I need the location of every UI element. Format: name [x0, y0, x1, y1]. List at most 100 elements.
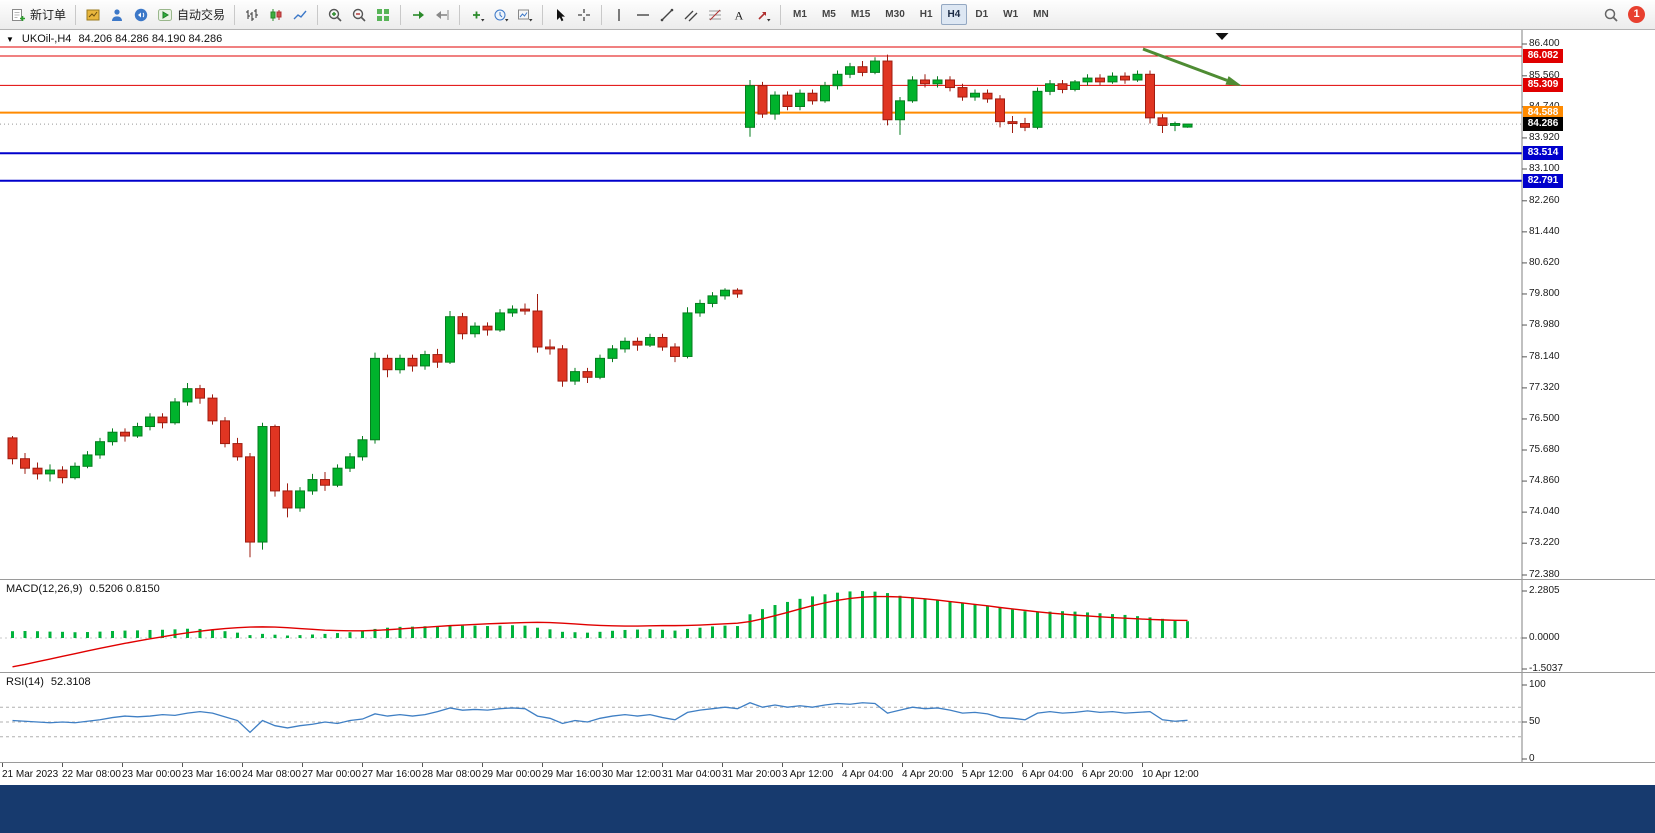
new-order-button[interactable]: 新订单 [6, 3, 70, 27]
autotrade-button[interactable]: 自动交易 [153, 3, 229, 27]
price-tick: 82.260 [1529, 194, 1560, 206]
time-tick-mark [602, 763, 603, 767]
trend-arrow-annotation[interactable] [1142, 47, 1242, 86]
time-axis[interactable]: 21 Mar 2023 22 Mar 08:00 23 Mar 00:00 23 Ma… [0, 762, 1655, 785]
rsi-label: RSI(14) [6, 676, 44, 688]
bar-chart-button[interactable] [240, 3, 264, 27]
time-tick-mark [2, 763, 3, 767]
macd-scale-tick: -1.5037 [1529, 662, 1563, 674]
time-label: 6 Apr 04:00 [1022, 769, 1074, 780]
chart-marker-triangle[interactable] [1215, 33, 1229, 40]
scroll-right-icon [410, 7, 426, 23]
price-badge-83.514: 83.514 [1523, 146, 1563, 161]
rsi-value: 52.3108 [50, 676, 91, 688]
timeframe-button-M5[interactable]: M5 [821, 9, 836, 20]
arrows-button[interactable] [751, 3, 775, 27]
market-watch-button[interactable] [105, 3, 129, 27]
new-chart-button[interactable] [465, 3, 489, 27]
price-tick: 78.140 [1529, 350, 1560, 362]
timeframe-button-H4[interactable]: H4 [940, 4, 968, 25]
bars-icon [244, 7, 260, 23]
autotrade-button-label: 自动交易 [177, 8, 226, 22]
rsi-panel: RSI(14) 52.3108 100 50 0 [0, 672, 1655, 764]
time-label: 23 Mar 00:00 [122, 769, 181, 780]
time-tick-mark [362, 763, 363, 767]
toolbar-right: 1 [1603, 6, 1649, 23]
time-tick-mark [962, 763, 963, 767]
bottom-bar [0, 785, 1655, 833]
candlestick-series [7, 54, 1193, 558]
crosshair-button[interactable] [572, 3, 596, 27]
search-icon[interactable] [1603, 7, 1619, 23]
line-chart-button[interactable] [288, 3, 312, 27]
period-button[interactable] [489, 3, 513, 27]
time-label: 4 Apr 20:00 [902, 769, 954, 780]
macd-label: MACD(12,26,9) [6, 583, 83, 595]
price-tick: 76.500 [1529, 412, 1560, 424]
zoom-in-button[interactable] [323, 3, 347, 27]
timeframe-button-M30[interactable]: M30 [885, 9, 905, 20]
macd-histogram [11, 591, 1189, 638]
time-label: 24 Mar 08:00 [242, 769, 301, 780]
cursor-icon [552, 7, 568, 23]
timeframe-button-D1[interactable]: D1 [975, 9, 989, 20]
chart-header: ▼ UKOil-,H4 84.206 84.286 84.190 84.286 [6, 33, 222, 45]
time-label: 31 Mar 20:00 [722, 769, 781, 780]
time-label: 4 Apr 04:00 [842, 769, 894, 780]
time-label: 10 Apr 12:00 [1142, 769, 1199, 780]
channel-icon [683, 7, 699, 23]
notification-badge[interactable]: 1 [1628, 6, 1645, 23]
price-tick: 72.380 [1529, 569, 1560, 580]
new-order-button-label: 新订单 [30, 8, 67, 22]
candlestick-chart-button[interactable] [264, 3, 288, 27]
channel-button[interactable] [679, 3, 703, 27]
timeframe-button-W1[interactable]: W1 [1003, 9, 1019, 20]
fibonacci-button[interactable] [703, 3, 727, 27]
macd-scale-tick: 0.0000 [1529, 632, 1560, 643]
timeframe-button-M1[interactable]: M1 [793, 9, 807, 20]
tiles-icon [375, 7, 391, 23]
timeframe-button-H1[interactable]: H1 [919, 9, 933, 20]
price-tick: 83.920 [1529, 131, 1560, 143]
zoom-out-button[interactable] [347, 3, 371, 27]
text-button[interactable]: A [727, 3, 751, 27]
time-label: 27 Mar 00:00 [302, 769, 361, 780]
time-label: 6 Apr 20:00 [1082, 769, 1134, 780]
alerts-button[interactable] [129, 3, 153, 27]
time-label: 29 Mar 16:00 [542, 769, 601, 780]
time-tick-mark [782, 763, 783, 767]
vline-icon [611, 7, 627, 23]
auto-scroll-button[interactable] [406, 3, 430, 27]
gold-chart-icon [85, 7, 101, 23]
collapse-arrow-icon[interactable]: ▼ [6, 34, 14, 44]
price-chart-canvas [0, 30, 1527, 579]
horizontal-line-button[interactable] [631, 3, 655, 27]
rsi-canvas [0, 673, 1527, 763]
time-tick-mark [902, 763, 903, 767]
timeframe-button-M15[interactable]: M15 [850, 9, 871, 20]
price-tick: 73.220 [1529, 537, 1560, 549]
cursor-button[interactable] [548, 3, 572, 27]
plus-caret-icon [469, 7, 485, 23]
hline-icon [635, 7, 651, 23]
vertical-line-button[interactable] [607, 3, 631, 27]
template-button[interactable] [513, 3, 537, 27]
time-label: 22 Mar 08:00 [62, 769, 121, 780]
toolbar: 新订单 自动交易 A M1 M5 M15 M30 H1 H4 D1 W1 MN 1 [0, 0, 1655, 30]
macd-values: 0.5206 0.8150 [89, 583, 160, 595]
tile-windows-button[interactable] [371, 3, 395, 27]
time-tick-mark [662, 763, 663, 767]
timeframe-button-MN[interactable]: MN [1033, 9, 1049, 20]
price-badge-86.082: 86.082 [1523, 49, 1563, 64]
profiles-button[interactable] [81, 3, 105, 27]
rsi-scale-tick: 100 [1529, 679, 1546, 690]
play-icon [157, 7, 173, 23]
macd-canvas [0, 580, 1527, 673]
time-label: 29 Mar 00:00 [482, 769, 541, 780]
macd-header: MACD(12,26,9) 0.5206 0.8150 [6, 583, 160, 595]
time-tick-mark [1082, 763, 1083, 767]
chart-shift-button[interactable] [430, 3, 454, 27]
trendline-button[interactable] [655, 3, 679, 27]
zoom-out-icon [351, 7, 367, 23]
